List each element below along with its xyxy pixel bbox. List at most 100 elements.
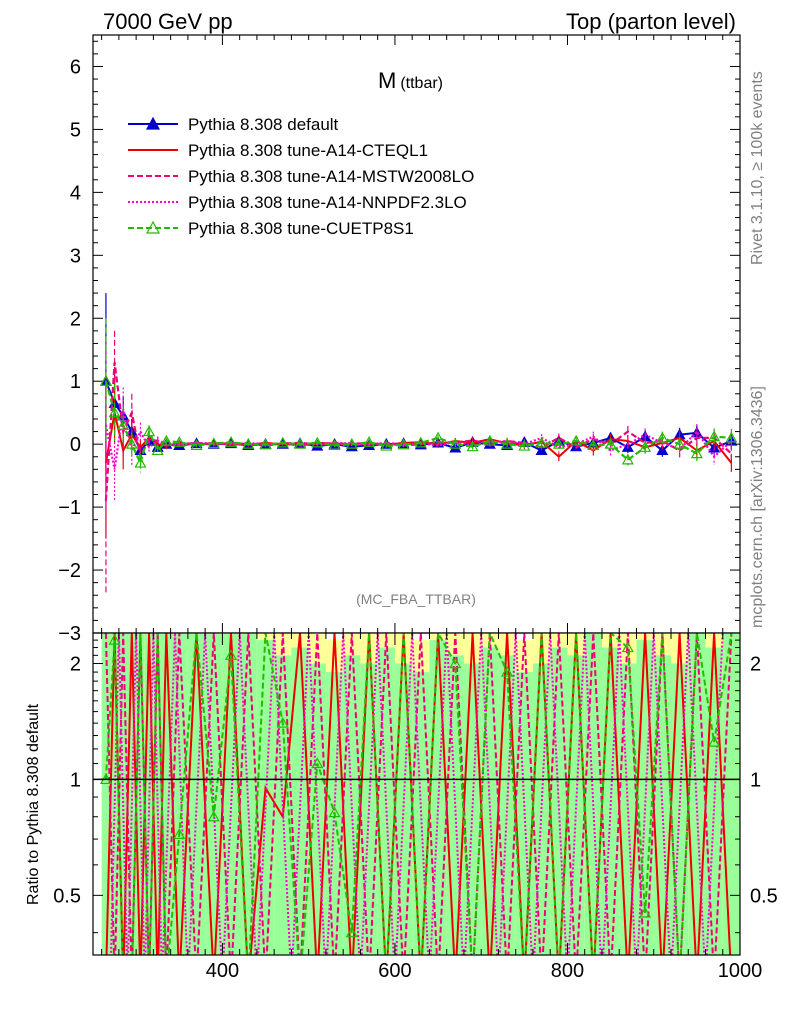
ratio-panel: 0.5 0.5 1 1 2 2 400 600 800 1000 Ratio to Pythia 8… — [25, 632, 778, 982]
ratio-point — [311, 757, 324, 769]
series-line — [104, 409, 733, 470]
ratio-point — [225, 649, 238, 660]
ratio-line — [104, 633, 733, 955]
ratio-point — [449, 657, 462, 669]
header-left: 7000 GeV pp — [103, 9, 233, 34]
data-point — [134, 456, 147, 468]
data-point — [363, 436, 376, 447]
data-point — [673, 437, 686, 449]
series-5 — [99, 318, 738, 473]
main-ytick-label: −1 — [58, 497, 81, 519]
main-ytick-label: 2 — [70, 308, 81, 330]
data-point — [535, 436, 548, 448]
xtick-label: 800 — [551, 960, 584, 982]
main-panel: −3 −2 −1 0 1 2 3 4 5 6 M (ttbar) (MC_FBA_TTBAR) Pythi… — [58, 34, 741, 645]
xtick-label: 400 — [206, 960, 239, 982]
data-point — [99, 374, 112, 386]
data-point — [621, 453, 634, 465]
header-right: Top (parton level) — [566, 9, 736, 34]
series-line — [104, 380, 732, 467]
data-point — [432, 431, 445, 443]
main-ytick-label: −2 — [58, 560, 81, 582]
ratio-ytick-label-left: 1 — [70, 769, 81, 791]
ratio-line — [109, 633, 724, 955]
main-ytick-label: 3 — [70, 245, 81, 267]
xtick-label: 600 — [378, 960, 411, 982]
xtick-label: 1000 — [718, 960, 763, 982]
data-point — [466, 440, 479, 452]
ratio-point — [639, 906, 652, 918]
data-point — [397, 438, 410, 450]
ratio-line — [105, 633, 732, 955]
ratio-point — [501, 665, 514, 677]
data-point — [708, 430, 721, 442]
band-inner — [162, 633, 171, 955]
ratio-point — [328, 806, 341, 818]
ratio-point — [345, 926, 358, 938]
ratio-point — [276, 716, 289, 728]
series-line — [104, 380, 732, 453]
legend-entry: Pythia 8.308 tune-A14-CTEQL1 — [188, 141, 428, 160]
series-3 — [104, 330, 733, 596]
ratio-point — [108, 633, 121, 645]
data-point — [276, 436, 289, 448]
analysis-label: (MC_FBA_TTBAR) — [356, 591, 476, 607]
ratio-frame — [92, 632, 741, 956]
ratio-ytick-label-left: 0.5 — [53, 885, 81, 907]
ratio-point — [173, 828, 186, 839]
ratio-ytick-label-right: 0.5 — [750, 885, 778, 907]
ratio-ytick-label-left: 2 — [70, 653, 81, 675]
data-point — [656, 431, 669, 443]
series-2 — [104, 381, 733, 539]
data-point — [380, 439, 393, 451]
data-point — [604, 437, 617, 449]
main-ytick-label: −3 — [58, 623, 81, 645]
band-inner — [377, 647, 395, 955]
band-inner — [688, 633, 706, 955]
data-point — [259, 438, 272, 450]
data-point — [587, 439, 600, 451]
ratio-point — [708, 735, 721, 747]
data-point — [294, 437, 307, 449]
main-ytick-label: 4 — [70, 182, 81, 204]
legend-entry: Pythia 8.308 tune-CUETP8S1 — [188, 219, 414, 238]
data-point — [173, 436, 186, 447]
data-point — [725, 431, 738, 443]
data-point — [160, 434, 173, 446]
band-inner — [412, 672, 430, 955]
legend: Pythia 8.308 default Pythia 8.308 tune-A1… — [128, 115, 474, 238]
data-point — [639, 441, 652, 452]
ratio-series-4 — [99, 633, 733, 955]
band-inner — [187, 633, 206, 955]
data-point — [414, 436, 427, 448]
ratio-point — [207, 810, 220, 822]
band-inner — [110, 633, 119, 955]
legend-entry: Pythia 8.308 tune-A14-MSTW2008LO — [188, 167, 474, 186]
data-point — [125, 437, 138, 449]
data-point — [656, 444, 669, 456]
series-line — [104, 362, 733, 501]
data-point — [570, 434, 583, 446]
data-point — [535, 444, 548, 456]
band-inner — [144, 633, 154, 955]
data-point — [242, 437, 255, 449]
band-inner — [394, 663, 413, 955]
data-point — [518, 439, 531, 451]
data-point — [117, 419, 130, 430]
ratio-point — [621, 641, 634, 653]
ratio-ytick-label-right: 2 — [750, 653, 761, 675]
data-point — [108, 406, 121, 418]
data-point — [143, 425, 156, 437]
ratio-ylabel: Ratio to Pythia 8.308 default — [25, 703, 42, 905]
data-point — [190, 439, 203, 451]
ratio-line — [104, 633, 733, 955]
series-4 — [104, 343, 733, 508]
main-ytick-label: 6 — [70, 56, 81, 78]
band-inner — [127, 633, 137, 955]
band-inner — [101, 633, 111, 955]
legend-entry: Pythia 8.308 default — [188, 115, 339, 134]
ratio-series-1 — [105, 633, 732, 955]
data-point — [449, 441, 462, 453]
data-point — [552, 437, 565, 449]
